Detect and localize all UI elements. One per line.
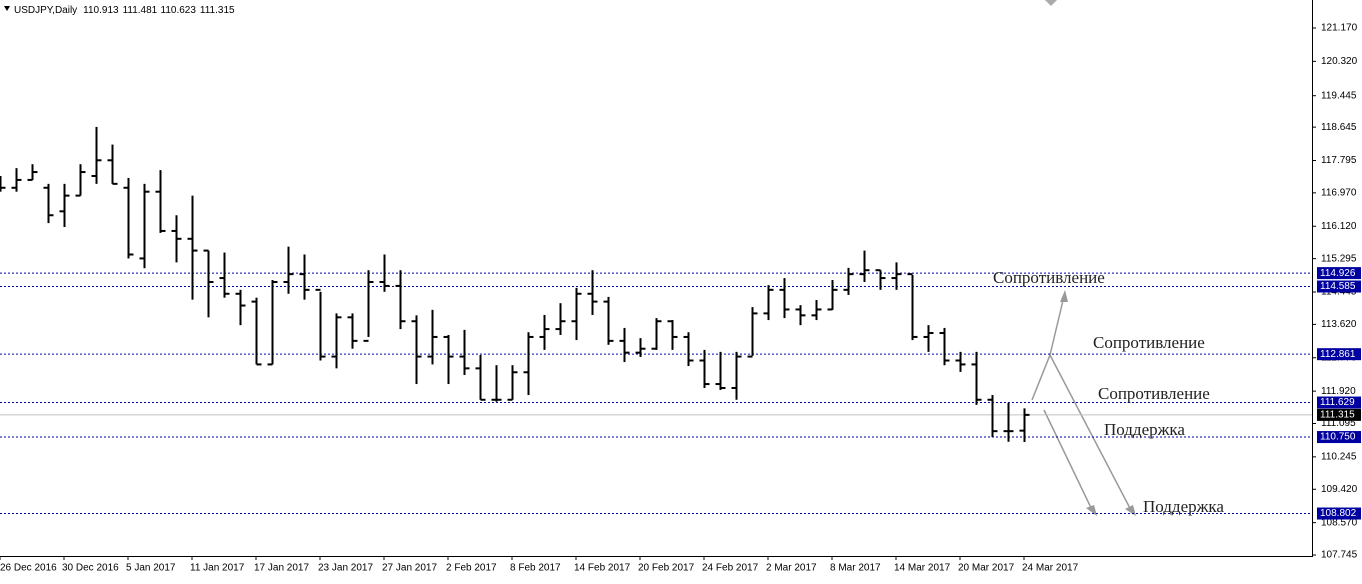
level-label: 114.926 xyxy=(1320,268,1356,279)
header-close: 111.315 xyxy=(200,5,235,16)
x-tick-label: 11 Jan 2017 xyxy=(190,563,245,574)
header-open: 110.913 xyxy=(83,5,119,16)
x-tick-label: 30 Dec 2016 xyxy=(62,563,119,574)
y-tick-label: 109.420 xyxy=(1321,484,1358,495)
y-tick-label: 113.620 xyxy=(1321,319,1357,330)
level-label-box xyxy=(1317,280,1361,293)
level-label-box xyxy=(1317,431,1361,444)
header: USDJPY,Daily 110.913 111.481 110.623 111.315 xyxy=(14,5,235,16)
y-tick-label: 111.920 xyxy=(1321,386,1356,397)
header-high: 111.481 xyxy=(123,5,158,16)
x-tick-label: 2 Feb 2017 xyxy=(446,563,497,574)
level-label-box xyxy=(1317,267,1361,280)
y-tick-label: 108.570 xyxy=(1321,517,1358,528)
y-tick-label: 120.320 xyxy=(1321,56,1358,67)
header-arrow xyxy=(4,6,10,11)
y-tick-label: 121.170 xyxy=(1321,23,1358,34)
x-tick-label: 24 Mar 2017 xyxy=(1022,563,1079,574)
price-label: 111.315 xyxy=(1320,410,1355,421)
y-tick-label: 116.970 xyxy=(1321,188,1357,199)
y-tick-label: 116.120 xyxy=(1321,221,1357,232)
y-tick-label: 115.295 xyxy=(1321,253,1357,264)
x-tick-label: 20 Mar 2017 xyxy=(958,563,1015,574)
level-label: 110.750 xyxy=(1320,432,1356,443)
x-tick-label: 14 Feb 2017 xyxy=(574,563,631,574)
annotation: Сопротивление xyxy=(1093,333,1205,352)
x-tick-label: 24 Feb 2017 xyxy=(702,563,759,574)
x-tick-label: 2 Mar 2017 xyxy=(766,563,817,574)
shift-marker xyxy=(1045,0,1057,6)
y-tick-label: 111.095 xyxy=(1321,418,1356,429)
y-tick-label: 118.645 xyxy=(1321,122,1357,133)
x-tick-label: 27 Jan 2017 xyxy=(382,563,437,574)
y-tick-label: 117.795 xyxy=(1321,155,1357,166)
x-tick-label: 14 Mar 2017 xyxy=(894,563,951,574)
symbol: USDJPY,Daily xyxy=(14,5,77,16)
x-tick-label: 26 Dec 2016 xyxy=(0,563,57,574)
level-label: 108.802 xyxy=(1320,508,1357,519)
level-label-box xyxy=(1317,348,1361,361)
x-tick-label: 20 Feb 2017 xyxy=(638,563,695,574)
annotation: Поддержка xyxy=(1104,420,1185,439)
arrows xyxy=(1031,291,1134,515)
level-label: 112.861 xyxy=(1320,349,1356,360)
x-tick-label: 8 Feb 2017 xyxy=(510,563,561,574)
x-tick-label: 8 Mar 2017 xyxy=(830,563,881,574)
x-tick-label: 23 Jan 2017 xyxy=(318,563,373,574)
level-label: 114.585 xyxy=(1320,281,1356,292)
annotation: Сопротивление xyxy=(993,268,1105,287)
price-label-box xyxy=(1317,408,1361,421)
y-tick-label: 110.245 xyxy=(1321,452,1357,463)
x-tick-label: 5 Jan 2017 xyxy=(126,563,176,574)
y-tick-label: 107.745 xyxy=(1321,550,1358,561)
level-label: 111.629 xyxy=(1320,397,1355,408)
x-tick-label: 17 Jan 2017 xyxy=(254,563,309,574)
level-label-box xyxy=(1317,396,1361,409)
header-low: 110.623 xyxy=(161,5,197,16)
y-tick-label: 119.445 xyxy=(1321,90,1357,101)
annotation: Сопротивление xyxy=(1098,384,1210,403)
level-label-box xyxy=(1317,507,1361,520)
annotation: Поддержка xyxy=(1143,497,1224,516)
